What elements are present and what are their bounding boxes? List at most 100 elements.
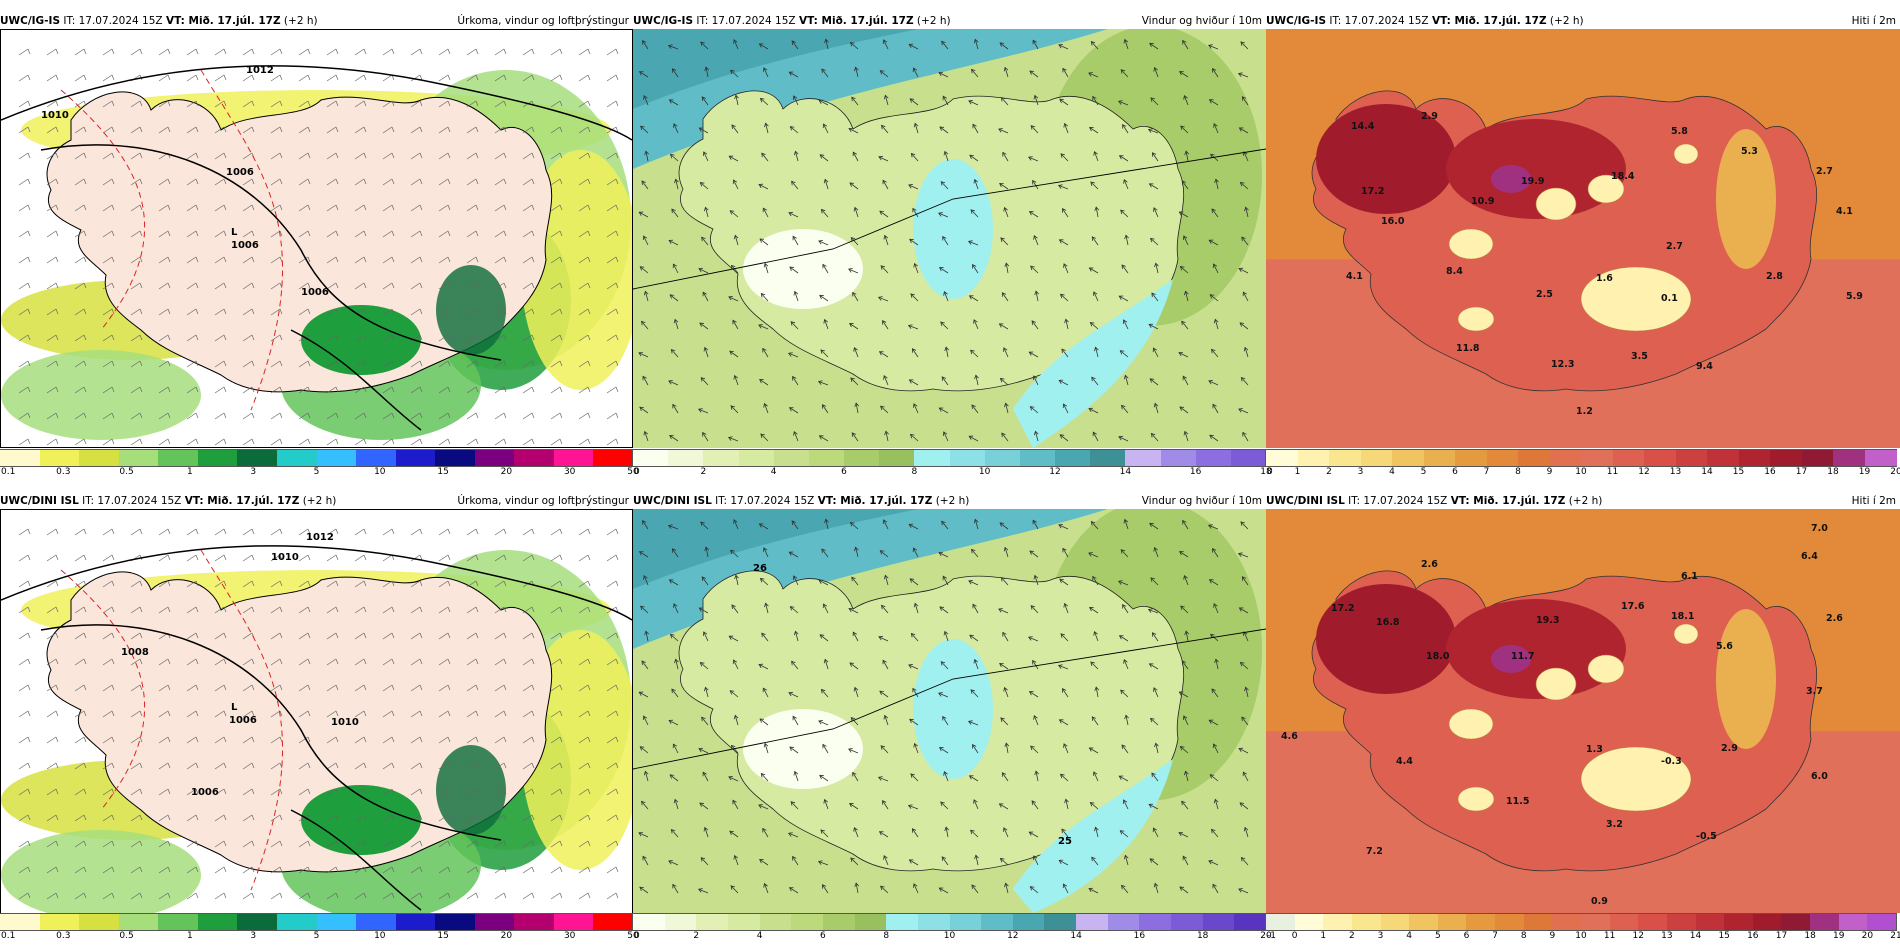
colorbar-precip — [0, 449, 634, 467]
wind-arrow-head — [1064, 798, 1069, 804]
wind-arrow — [943, 291, 949, 302]
wind-arrow-head — [671, 688, 676, 694]
wind-barb — [74, 334, 85, 342]
wind-barb — [326, 736, 337, 744]
wind-arrow-head — [1123, 518, 1129, 524]
wind-arrow — [913, 403, 919, 414]
wind-arrow — [790, 126, 799, 134]
wind-arrow — [1149, 378, 1159, 386]
wind-barb-flag — [27, 866, 31, 873]
wind-barb-flag — [195, 736, 199, 743]
wind-arrow-head — [702, 291, 707, 297]
wind-arrow-head — [638, 211, 644, 216]
wind-barb — [130, 412, 141, 420]
wind-barb-flag — [335, 606, 339, 613]
wind-arrow-head — [733, 39, 738, 44]
wind-barb-flag — [363, 658, 367, 665]
wind-barb — [270, 386, 281, 394]
wind-barb-flag — [503, 606, 507, 613]
wind-barb-flag — [559, 178, 563, 185]
wind-barb-flag — [167, 204, 171, 211]
wind-barb-flag — [475, 762, 479, 769]
wind-barb-flag — [363, 580, 367, 587]
colorbar-segment — [1707, 450, 1739, 466]
valid-time: VT: Mið. 17.júl. 17Z — [1450, 495, 1566, 507]
wind-arrow-head — [1240, 856, 1246, 862]
wind-barb-flag — [307, 256, 311, 263]
wind-barb — [298, 762, 309, 770]
wind-barb-flag — [27, 100, 31, 107]
wind-barb-flag — [335, 334, 339, 341]
wind-arrow — [1212, 68, 1219, 78]
colorbar-segment — [633, 914, 666, 930]
wind-arrow — [701, 717, 709, 726]
wind-barb-flag — [251, 204, 255, 211]
wind-barb-flag — [111, 736, 115, 743]
wind-arrow — [1180, 605, 1189, 614]
wind-barb — [578, 814, 589, 822]
wind-barb — [270, 866, 281, 874]
wind-barb — [74, 100, 85, 108]
wind-barb — [522, 412, 533, 420]
wind-arrow-head — [759, 718, 765, 723]
wind-barb — [242, 736, 253, 744]
wind-arrow — [1030, 406, 1039, 414]
wind-arrow — [1148, 609, 1159, 614]
wind-barb — [606, 762, 617, 770]
wind-arrow — [794, 291, 799, 302]
wind-barb-flag — [587, 152, 591, 159]
wind-barb-flag — [167, 74, 171, 81]
wind-barb — [102, 762, 113, 770]
wind-arrow — [1243, 151, 1249, 162]
wind-barb-flag — [531, 606, 535, 613]
wind-arrow-head — [1063, 602, 1068, 608]
wind-arrow — [1032, 660, 1039, 670]
wind-arrow-head — [1123, 374, 1129, 380]
wind-barb-flag — [139, 788, 143, 795]
wind-barb — [158, 438, 169, 446]
wind-arrow-head — [789, 746, 794, 751]
wind-arrow-head — [640, 125, 645, 131]
wind-barb-flag — [475, 684, 479, 691]
wind-arrow-head — [669, 774, 675, 779]
wind-barb-flag — [419, 554, 423, 561]
wind-arrow-head — [1180, 125, 1185, 131]
wind-arrow-head — [1213, 123, 1218, 128]
wind-arrow — [1153, 347, 1159, 358]
wind-arrow — [763, 547, 769, 558]
wind-arrow-head — [1183, 290, 1189, 296]
wind-barb — [438, 814, 449, 822]
wind-arrow-head — [1124, 714, 1129, 720]
wind-barb-flag — [27, 528, 31, 535]
map-wind — [633, 29, 1266, 448]
colorbar-tick-label: 6 — [841, 467, 847, 477]
wind-arrow — [1091, 716, 1099, 726]
wind-barb-flag — [83, 178, 87, 185]
wind-arrow — [705, 547, 709, 558]
wind-barb — [102, 840, 113, 848]
temperature-area — [1457, 786, 1495, 812]
wind-barb-flag — [587, 762, 591, 769]
wind-barb — [186, 386, 197, 394]
colorbar-segment — [1495, 914, 1525, 930]
wind-barb — [74, 308, 85, 316]
wind-barb-flag — [475, 840, 479, 847]
wind-arrow-head — [1088, 267, 1094, 272]
wind-arrow-head — [912, 67, 918, 73]
wind-barb — [242, 308, 253, 316]
wind-barb — [270, 736, 281, 744]
wind-arrow — [1239, 127, 1249, 134]
wind-arrow-head — [1089, 801, 1095, 807]
wind-barb-flag — [475, 554, 479, 561]
wind-barb-flag — [559, 840, 563, 847]
wind-arrow — [1214, 319, 1219, 330]
wind-barb-flag — [139, 178, 143, 185]
wind-arrow — [671, 349, 679, 358]
wind-barb-flag — [587, 580, 591, 587]
wind-barb-flag — [559, 230, 563, 237]
wind-arrow-head — [1213, 603, 1218, 608]
temperature-area — [1535, 187, 1577, 221]
wind-barb — [466, 308, 477, 316]
init-time: IT: 17.07.2024 15Z — [63, 15, 163, 27]
wind-arrow — [824, 659, 829, 670]
